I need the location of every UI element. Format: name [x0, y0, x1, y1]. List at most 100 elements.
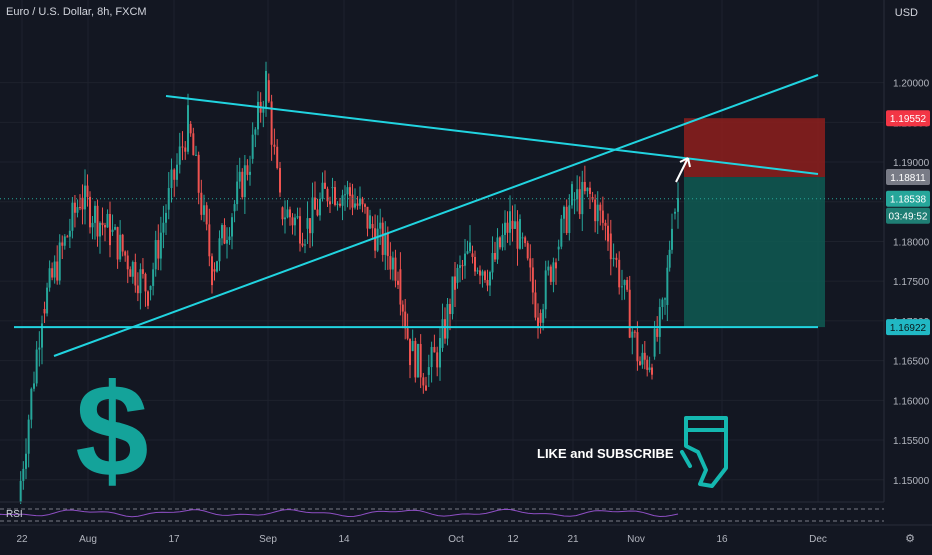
- candle-body: [671, 228, 673, 250]
- candle-body: [306, 218, 309, 229]
- candle-body: [496, 237, 499, 260]
- ascending-trendline: [53, 74, 819, 357]
- candle-body: [270, 101, 273, 145]
- candle-body: [489, 272, 491, 286]
- x-axis-ticks: 22 Aug 17 Sep 14 Oct 12 21 Nov 16 Dec: [16, 534, 826, 545]
- candle-body: [573, 199, 576, 201]
- dollar-sign-icon: $: [75, 357, 148, 504]
- candle-body: [397, 280, 399, 285]
- candle-body: [374, 228, 377, 251]
- candle-body: [594, 199, 597, 222]
- candle-body: [71, 202, 74, 231]
- candle-body: [476, 270, 479, 272]
- candle-body: [79, 207, 81, 209]
- candle-body: [192, 133, 195, 156]
- candle-body: [641, 352, 644, 365]
- candle-body: [94, 205, 96, 223]
- candle-body: [359, 198, 361, 206]
- candle-body: [141, 269, 144, 274]
- candle-body: [506, 222, 509, 233]
- candle-body: [276, 146, 279, 169]
- candle-body: [461, 265, 464, 267]
- candle-body: [555, 262, 557, 269]
- candle-body: [354, 203, 356, 208]
- candle-body: [289, 209, 291, 218]
- candle-body: [22, 468, 25, 481]
- x-tick-label: 14: [338, 534, 350, 545]
- candle-body: [409, 338, 411, 366]
- candle-body: [636, 332, 639, 362]
- candle-body: [356, 203, 359, 206]
- candle-body: [386, 233, 389, 257]
- candle-body: [241, 171, 244, 198]
- price-label-target: 1.16922: [890, 323, 927, 334]
- candle-body: [666, 267, 669, 306]
- candle-body: [521, 237, 524, 239]
- candle-body: [53, 261, 56, 278]
- candle-body: [560, 218, 563, 247]
- x-tick-label: Dec: [809, 534, 827, 545]
- settings-gear-icon[interactable]: ⚙: [905, 533, 915, 545]
- price-label-stop: 1.19552: [890, 114, 927, 125]
- candle-body: [216, 261, 218, 272]
- candle-body: [441, 319, 444, 348]
- candle-body: [568, 205, 571, 234]
- currency-label[interactable]: USD: [894, 7, 918, 19]
- candle-body: [519, 219, 521, 249]
- candle-body: [205, 205, 208, 225]
- candle-body: [51, 268, 54, 278]
- candle-body: [309, 218, 311, 234]
- candle-body: [349, 187, 351, 196]
- candle-body: [154, 240, 157, 270]
- candle-body: [286, 209, 289, 218]
- price-label-box: [886, 319, 930, 336]
- candle-body: [213, 269, 216, 272]
- candle-body: [106, 213, 109, 228]
- rsi-label: RSI: [6, 509, 23, 520]
- hand-outline: [684, 416, 728, 488]
- candle-body: [243, 165, 246, 198]
- y-tick-label: 1.20000: [893, 79, 930, 90]
- y-tick-label: 1.17500: [893, 277, 930, 288]
- candle-body: [116, 227, 119, 260]
- price-label-box: [886, 207, 930, 224]
- x-tick-label: 17: [168, 534, 180, 545]
- candle-body: [38, 347, 41, 350]
- candle-body: [279, 168, 281, 193]
- candle-body: [144, 273, 147, 292]
- candle-body: [406, 328, 409, 339]
- candle-body: [534, 292, 537, 318]
- candle-body: [238, 171, 241, 182]
- candle-body: [19, 480, 22, 502]
- candle-body: [58, 242, 61, 281]
- take-profit-zone: [684, 177, 825, 328]
- candle-body: [76, 207, 79, 213]
- candle-body: [284, 217, 286, 220]
- candle-body: [589, 187, 591, 194]
- candle-body: [578, 189, 581, 215]
- candle-body: [607, 225, 609, 242]
- y-tick-label: 1.15500: [893, 436, 930, 447]
- candle-body: [609, 233, 612, 260]
- candle-body: [119, 234, 122, 260]
- candle-body: [494, 253, 496, 260]
- candle-body: [101, 222, 104, 226]
- candle-body: [208, 224, 211, 257]
- candle-body: [524, 237, 527, 244]
- candle-body: [531, 267, 534, 293]
- candle-body: [399, 269, 402, 305]
- candle-body: [157, 240, 160, 259]
- candle-body: [187, 105, 189, 152]
- candle-body: [296, 216, 299, 218]
- candle-body: [626, 280, 629, 290]
- candle-body: [459, 265, 461, 268]
- candle-body: [648, 367, 651, 370]
- candle-body: [628, 289, 631, 338]
- candle-body: [581, 181, 584, 215]
- candle-body: [136, 285, 139, 294]
- candle-body: [25, 453, 27, 469]
- candle-body: [651, 367, 653, 375]
- candle-body: [444, 319, 446, 339]
- candle-body: [583, 181, 586, 192]
- candle-body: [35, 349, 38, 384]
